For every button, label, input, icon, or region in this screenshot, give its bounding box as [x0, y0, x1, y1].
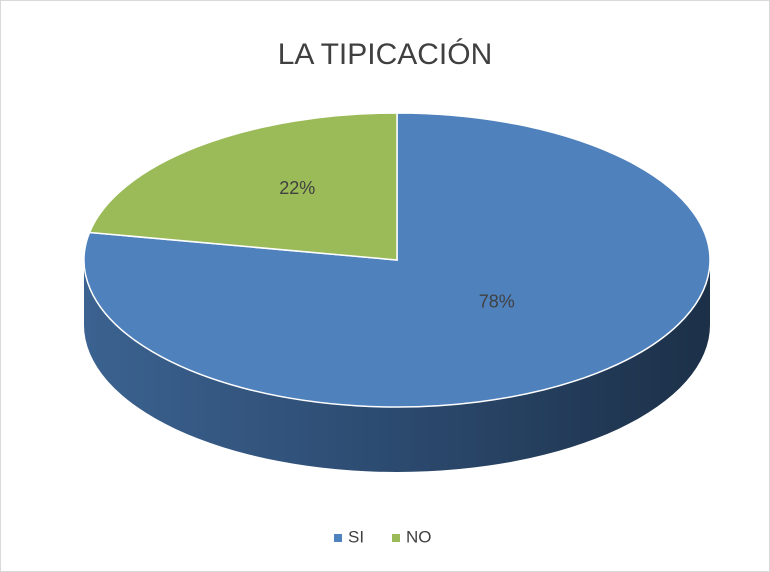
data-label: 22% [279, 178, 315, 198]
data-label: 78% [479, 291, 515, 311]
slice [88, 112, 398, 261]
legend-label: SI [348, 527, 364, 546]
legend-label: NO [406, 527, 432, 546]
legend-swatch [392, 534, 400, 542]
slice [83, 112, 711, 408]
legend: SI NO [334, 527, 432, 546]
slice-side [84, 260, 710, 472]
legend-swatch [334, 534, 342, 542]
chart-title: LA TIPICACIÓN [278, 38, 493, 71]
pie: 78% 22% [83, 112, 711, 472]
